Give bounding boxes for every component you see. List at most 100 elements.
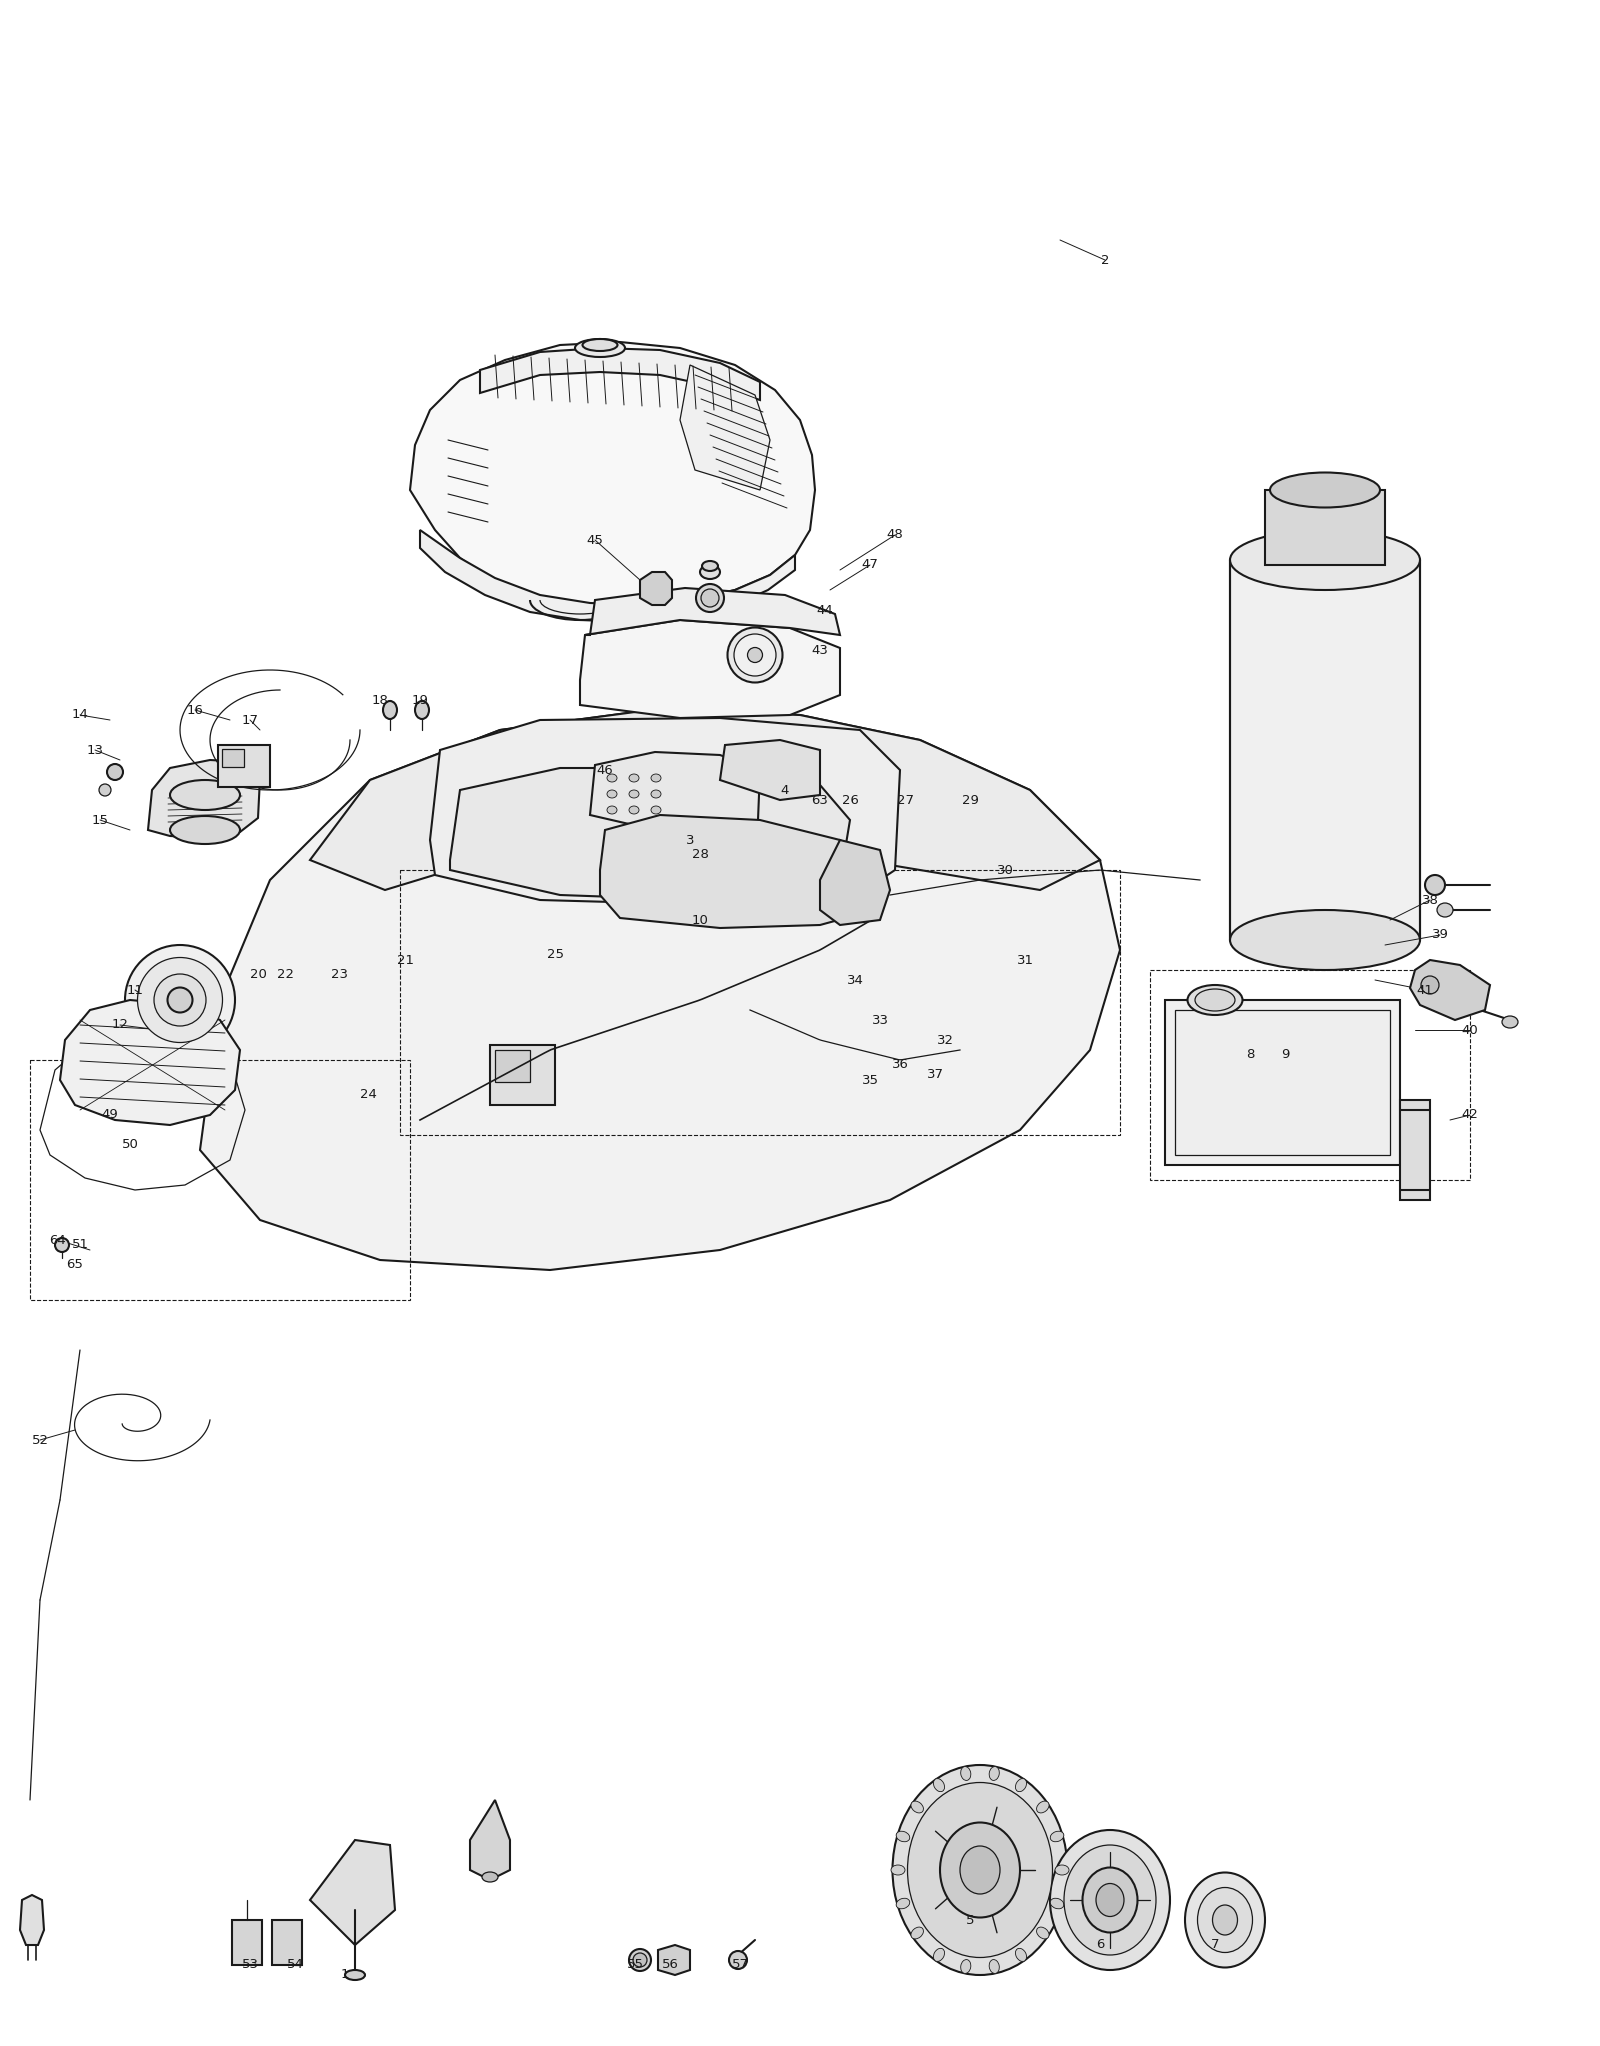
Bar (1174, 1011, 1390, 1156)
Polygon shape (61, 1000, 240, 1125)
Text: 12: 12 (112, 1019, 128, 1031)
Ellipse shape (629, 790, 638, 798)
Text: 24: 24 (360, 1088, 376, 1101)
Bar (400, 870, 1120, 1136)
Text: 8: 8 (1246, 1048, 1254, 1062)
Text: 7: 7 (1211, 1938, 1219, 1952)
Ellipse shape (933, 1778, 944, 1792)
Ellipse shape (696, 583, 723, 612)
Ellipse shape (1050, 1831, 1064, 1841)
Polygon shape (590, 753, 760, 833)
Text: 44: 44 (816, 604, 834, 616)
Text: 48: 48 (886, 528, 904, 542)
Text: 64: 64 (50, 1234, 66, 1246)
Text: 5: 5 (966, 1913, 974, 1927)
Text: 23: 23 (331, 968, 349, 982)
Text: 16: 16 (187, 704, 203, 716)
Ellipse shape (574, 340, 626, 356)
Ellipse shape (629, 1950, 651, 1970)
Bar (222, 749, 243, 767)
Ellipse shape (701, 565, 720, 579)
Text: 36: 36 (891, 1058, 909, 1072)
Ellipse shape (1064, 1845, 1155, 1956)
Text: 28: 28 (691, 849, 709, 861)
Text: 11: 11 (126, 984, 144, 996)
Polygon shape (480, 348, 760, 401)
Ellipse shape (907, 1782, 1053, 1958)
Text: 20: 20 (250, 968, 267, 982)
Text: 37: 37 (926, 1068, 944, 1082)
Polygon shape (310, 710, 1101, 890)
Text: 1: 1 (341, 1968, 349, 1981)
Ellipse shape (346, 1970, 365, 1981)
Ellipse shape (728, 628, 782, 683)
Bar (30, 1060, 410, 1299)
Bar (494, 1050, 530, 1082)
Ellipse shape (1502, 1017, 1518, 1027)
Polygon shape (310, 1839, 395, 1946)
Ellipse shape (701, 589, 718, 608)
Ellipse shape (933, 1948, 944, 1962)
Polygon shape (1410, 960, 1490, 1021)
Ellipse shape (1270, 473, 1379, 507)
Ellipse shape (747, 647, 763, 663)
Ellipse shape (170, 816, 240, 845)
Text: 51: 51 (72, 1238, 88, 1252)
Text: 46: 46 (597, 763, 613, 777)
Ellipse shape (989, 1960, 1000, 1974)
Polygon shape (640, 573, 672, 606)
Text: 40: 40 (1462, 1023, 1478, 1037)
Ellipse shape (1197, 1888, 1253, 1952)
Text: 45: 45 (587, 534, 603, 546)
Text: 38: 38 (1421, 894, 1438, 906)
Polygon shape (470, 1800, 510, 1880)
Text: 14: 14 (72, 708, 88, 722)
Ellipse shape (582, 340, 618, 352)
Text: 65: 65 (67, 1258, 83, 1271)
Ellipse shape (414, 702, 429, 718)
Ellipse shape (941, 1823, 1021, 1917)
Polygon shape (200, 710, 1120, 1271)
Bar (232, 1919, 262, 1964)
Ellipse shape (891, 1866, 906, 1874)
Text: 6: 6 (1096, 1938, 1104, 1952)
Text: 4: 4 (781, 784, 789, 796)
Polygon shape (147, 759, 259, 839)
Text: 43: 43 (811, 644, 829, 657)
Ellipse shape (702, 561, 718, 571)
Ellipse shape (989, 1766, 1000, 1780)
Bar (218, 745, 270, 788)
Ellipse shape (606, 773, 618, 782)
Text: 47: 47 (861, 559, 878, 571)
Ellipse shape (910, 1927, 923, 1940)
Ellipse shape (629, 806, 638, 814)
Text: 22: 22 (277, 968, 293, 982)
Text: 63: 63 (811, 794, 829, 806)
Bar (1165, 1000, 1400, 1164)
Ellipse shape (1426, 876, 1445, 894)
Text: 53: 53 (242, 1958, 259, 1972)
Polygon shape (586, 587, 840, 634)
Bar (1230, 561, 1421, 939)
Text: 54: 54 (286, 1958, 304, 1972)
Text: 55: 55 (627, 1958, 643, 1972)
Polygon shape (450, 767, 850, 900)
Ellipse shape (1050, 1899, 1064, 1909)
Ellipse shape (734, 634, 776, 675)
Text: 29: 29 (962, 794, 979, 806)
Ellipse shape (606, 790, 618, 798)
Ellipse shape (168, 988, 192, 1013)
Bar (1400, 1101, 1430, 1201)
Ellipse shape (382, 702, 397, 718)
Ellipse shape (960, 1845, 1000, 1895)
Polygon shape (720, 741, 819, 800)
Ellipse shape (1195, 988, 1235, 1011)
Polygon shape (430, 718, 899, 904)
Ellipse shape (1213, 1905, 1237, 1936)
Text: 18: 18 (371, 694, 389, 706)
Ellipse shape (1054, 1866, 1069, 1874)
Ellipse shape (651, 773, 661, 782)
Text: 35: 35 (861, 1074, 878, 1086)
Text: 10: 10 (691, 913, 709, 927)
Ellipse shape (1016, 1948, 1027, 1962)
